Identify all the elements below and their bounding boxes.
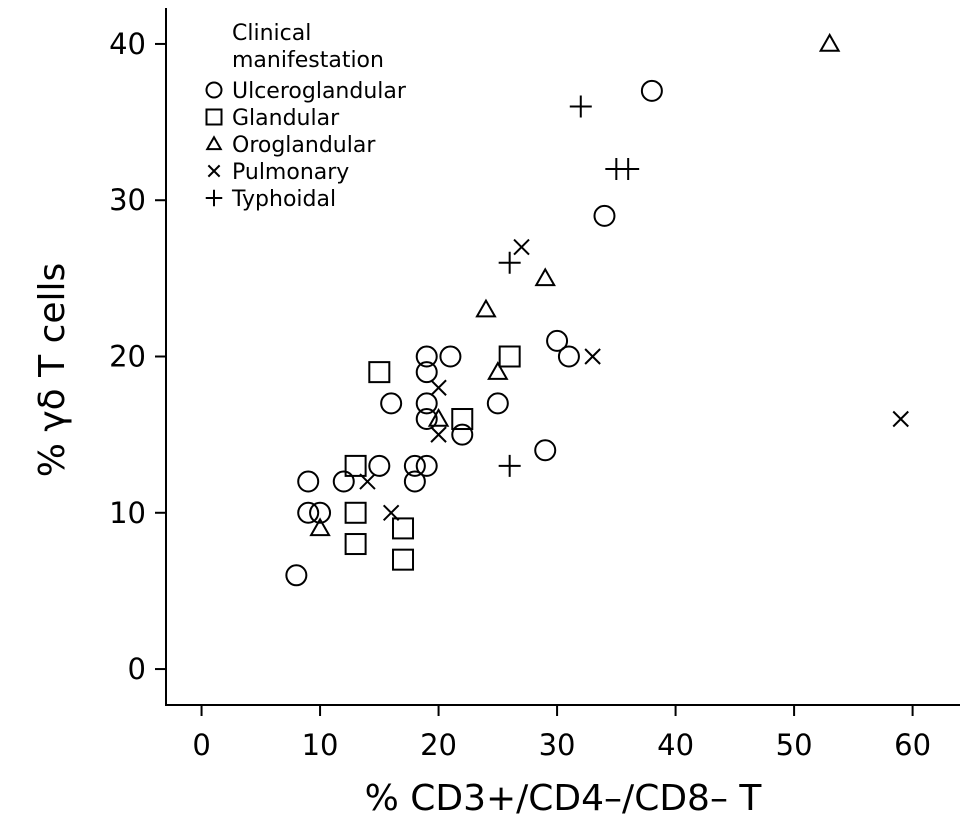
point-oroglandular [475, 298, 497, 318]
data-points [285, 32, 909, 587]
point-pulmonary [359, 473, 376, 490]
legend-label-pulmonary: Pulmonary [232, 160, 349, 185]
point-glandular [344, 533, 367, 556]
y-tick-label: 40 [109, 27, 146, 61]
point-typhoidal [498, 454, 521, 477]
legend-marker-oroglandular [205, 135, 223, 151]
legend-title-line2: manifestation [232, 48, 384, 73]
y-tick-label: 20 [109, 340, 146, 374]
x-tick-label: 10 [302, 728, 339, 762]
x-tick-label: 60 [894, 728, 931, 762]
point-ulceroglandular [403, 454, 426, 477]
point-ulceroglandular [380, 392, 403, 415]
point-ulceroglandular [640, 79, 663, 102]
point-ulceroglandular [415, 392, 438, 415]
point-oroglandular [309, 517, 331, 537]
legend-label-typhoidal: Typhoidal [231, 187, 336, 212]
point-pulmonary [892, 410, 909, 428]
y-tick-label: 0 [128, 652, 146, 686]
point-typhoidal [617, 157, 640, 180]
x-tick-label: 50 [776, 728, 813, 762]
point-ulceroglandular [439, 345, 462, 368]
legend-marker-typhoidal [205, 189, 223, 207]
point-ulceroglandular [309, 501, 332, 524]
point-ulceroglandular [297, 470, 320, 493]
x-tick-label: 0 [192, 728, 210, 762]
x-tick-label: 40 [657, 728, 694, 762]
point-glandular [451, 408, 474, 431]
point-glandular [368, 361, 391, 384]
point-pulmonary [430, 379, 447, 396]
x-tick-label: 20 [420, 728, 457, 762]
point-ulceroglandular [415, 361, 438, 384]
legend-marker-ulceroglandular [205, 81, 223, 99]
point-ulceroglandular [415, 408, 438, 431]
point-ulceroglandular [486, 392, 509, 415]
x-axis-title: % CD3+/CD4–/CD8– T [365, 778, 763, 819]
point-pulmonary [430, 426, 447, 443]
point-oroglandular [534, 267, 556, 287]
point-oroglandular [487, 361, 509, 380]
point-glandular [344, 454, 367, 477]
y-ticks: 0 10 20 30 40 [109, 27, 166, 686]
y-axis-title: % γδ T cells [32, 263, 73, 478]
point-ulceroglandular [332, 470, 355, 493]
point-ulceroglandular [557, 345, 580, 368]
point-glandular [344, 501, 367, 524]
legend-title-line1: Clinical [232, 21, 311, 46]
point-typhoidal [569, 95, 592, 118]
point-ulceroglandular [403, 470, 426, 493]
point-glandular [392, 517, 415, 540]
point-glandular [392, 548, 415, 571]
x-tick-label: 30 [539, 728, 576, 762]
legend-label-ulceroglandular: Ulceroglandular [232, 79, 407, 104]
point-oroglandular [818, 32, 841, 52]
point-pulmonary [513, 238, 530, 256]
point-pulmonary [382, 504, 400, 521]
y-tick-label: 10 [109, 496, 146, 530]
legend-items: UlceroglandularGlandularOroglandularPulm… [205, 79, 407, 212]
point-oroglandular [427, 407, 450, 427]
legend-marker-glandular [205, 108, 223, 126]
point-typhoidal [498, 251, 521, 274]
point-ulceroglandular [297, 501, 320, 524]
legend: Clinical manifestation UlceroglandularGl… [205, 21, 407, 212]
point-ulceroglandular [285, 564, 308, 587]
y-tick-label: 30 [109, 183, 146, 217]
legend-label-glandular: Glandular [232, 106, 340, 131]
legend-marker-pulmonary [207, 164, 221, 178]
point-ulceroglandular [593, 204, 616, 227]
point-ulceroglandular [534, 439, 557, 462]
point-ulceroglandular [415, 454, 438, 477]
point-ulceroglandular [546, 329, 569, 352]
point-glandular [498, 345, 521, 368]
point-pulmonary [584, 348, 601, 365]
x-ticks: 0 10 20 30 40 50 60 [192, 705, 931, 762]
point-ulceroglandular [415, 345, 438, 368]
legend-label-oroglandular: Oroglandular [232, 133, 376, 158]
point-ulceroglandular [451, 423, 474, 446]
point-ulceroglandular [368, 454, 391, 477]
